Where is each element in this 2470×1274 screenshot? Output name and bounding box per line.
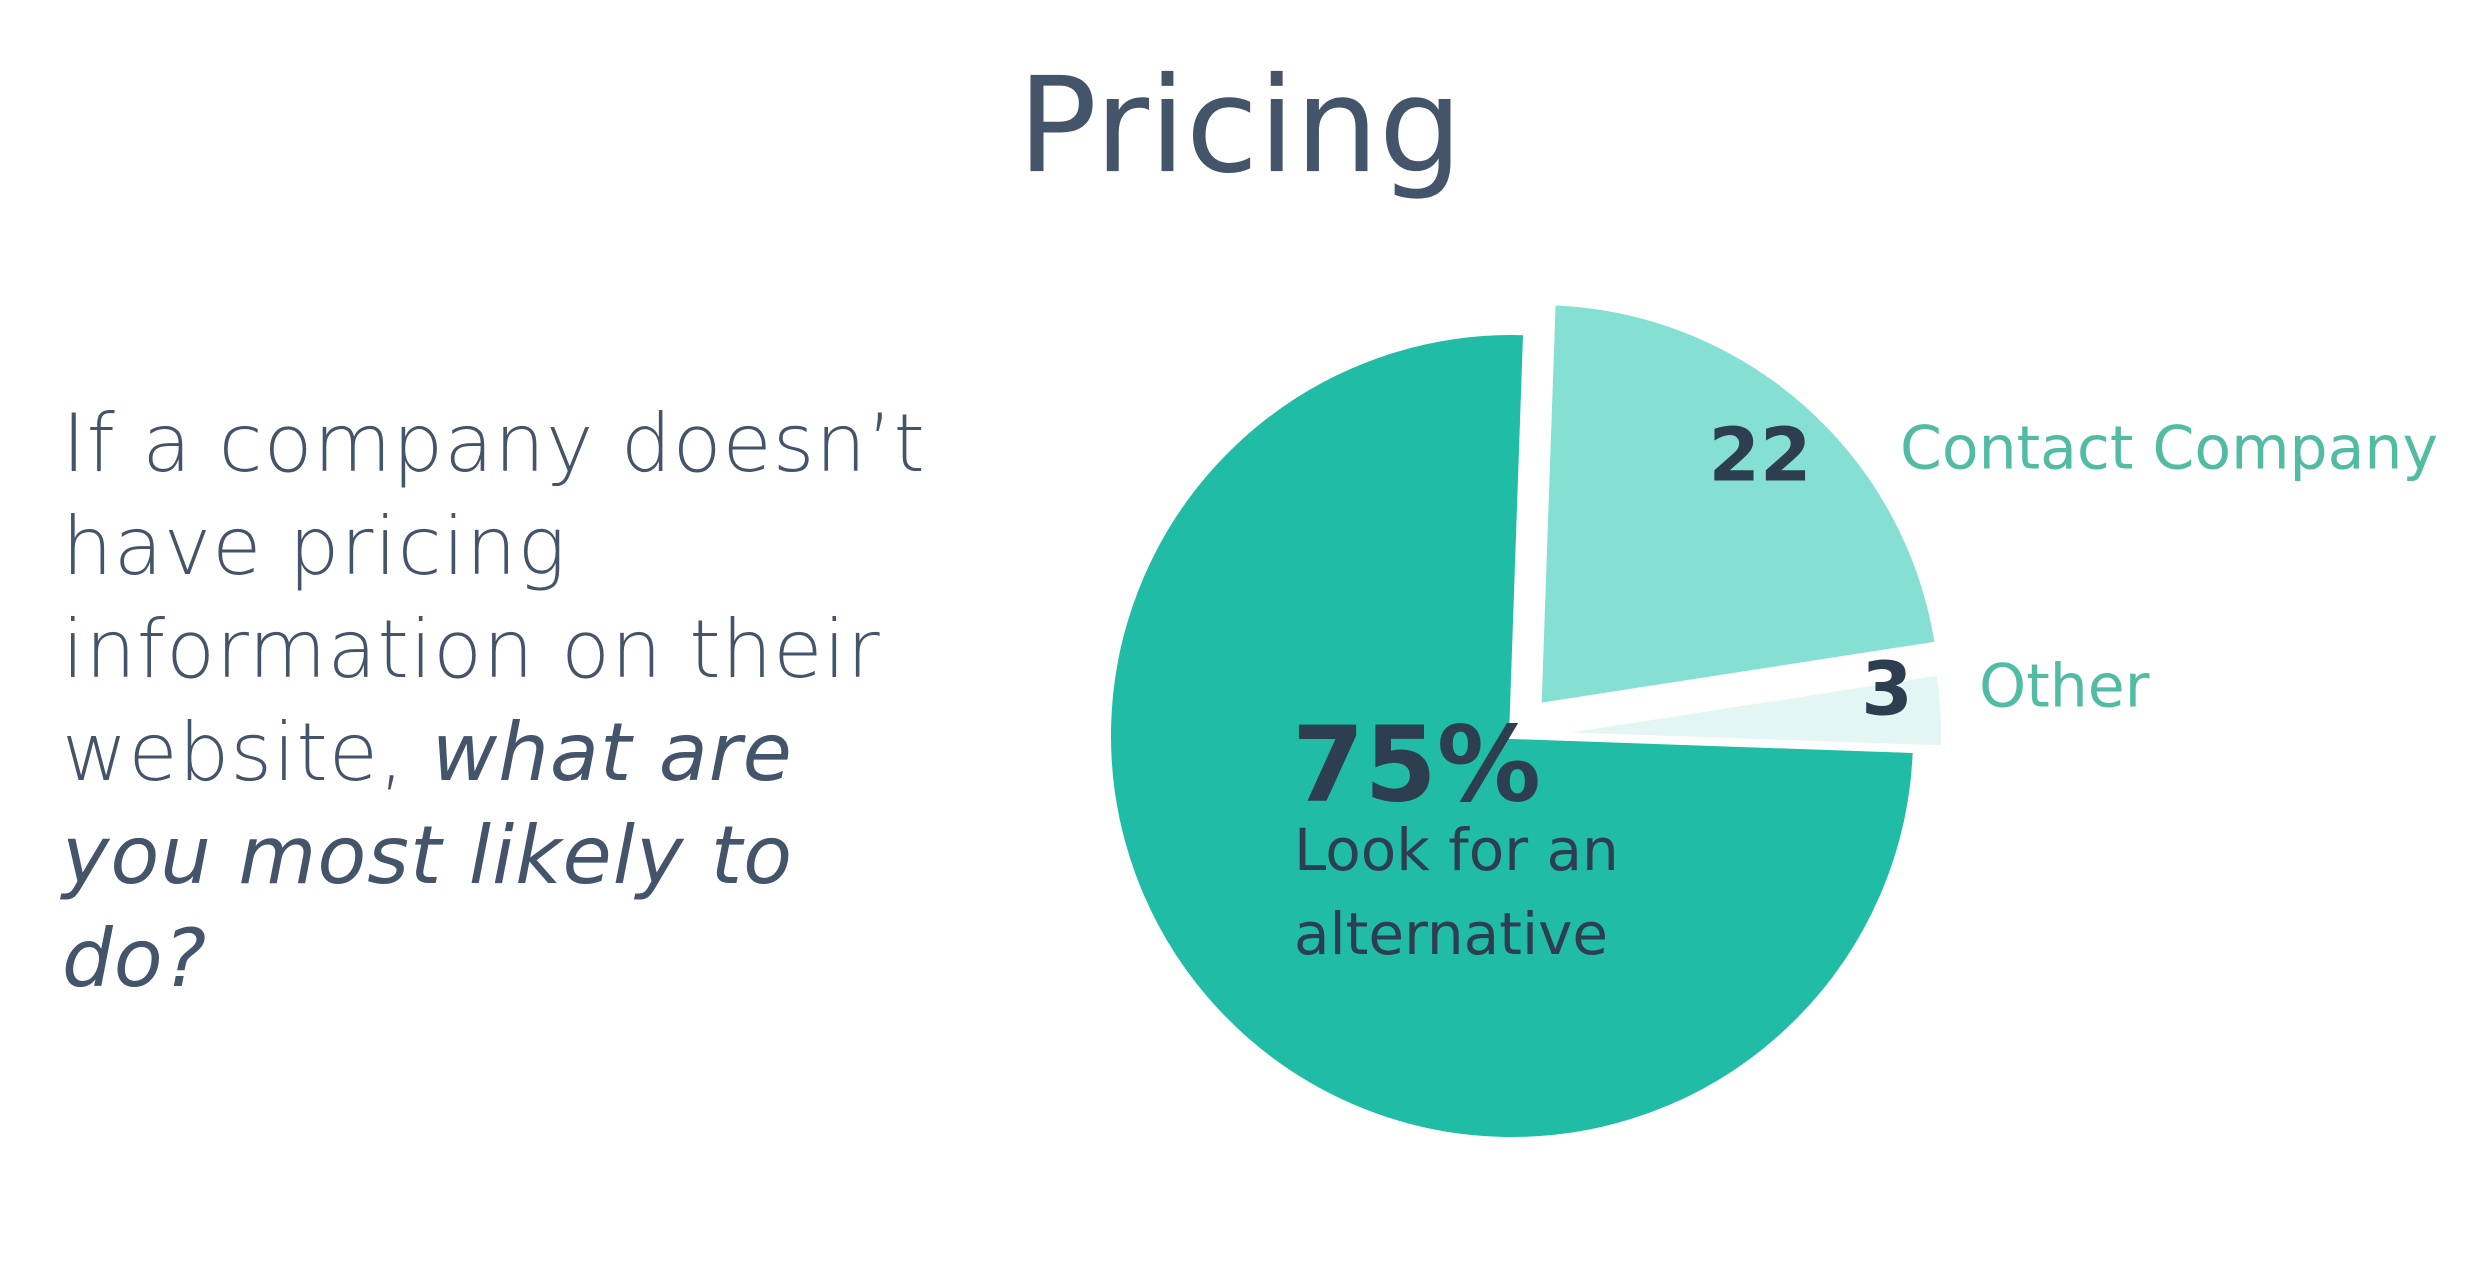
value-label: 22 [1709, 413, 1812, 499]
question-text: If a company doesn’t have pricing inform… [62, 397, 926, 799]
slice-name: Contact Company [1900, 414, 2438, 484]
question: If a company doesn’t have pricing inform… [62, 392, 962, 1010]
pie-slice [1539, 669, 1947, 752]
pie-slice [1105, 329, 1919, 1143]
value-label: 3 [1861, 647, 1913, 733]
pie-slice [1535, 299, 1942, 710]
question-emphasis: what are you most likely to do? [62, 706, 794, 1005]
slice-name: Look for an alternative [1294, 816, 1619, 968]
value-label: 75% [1292, 703, 1541, 825]
slice-name: Other [1979, 652, 2150, 722]
chart-title: Pricing [1018, 49, 1463, 203]
